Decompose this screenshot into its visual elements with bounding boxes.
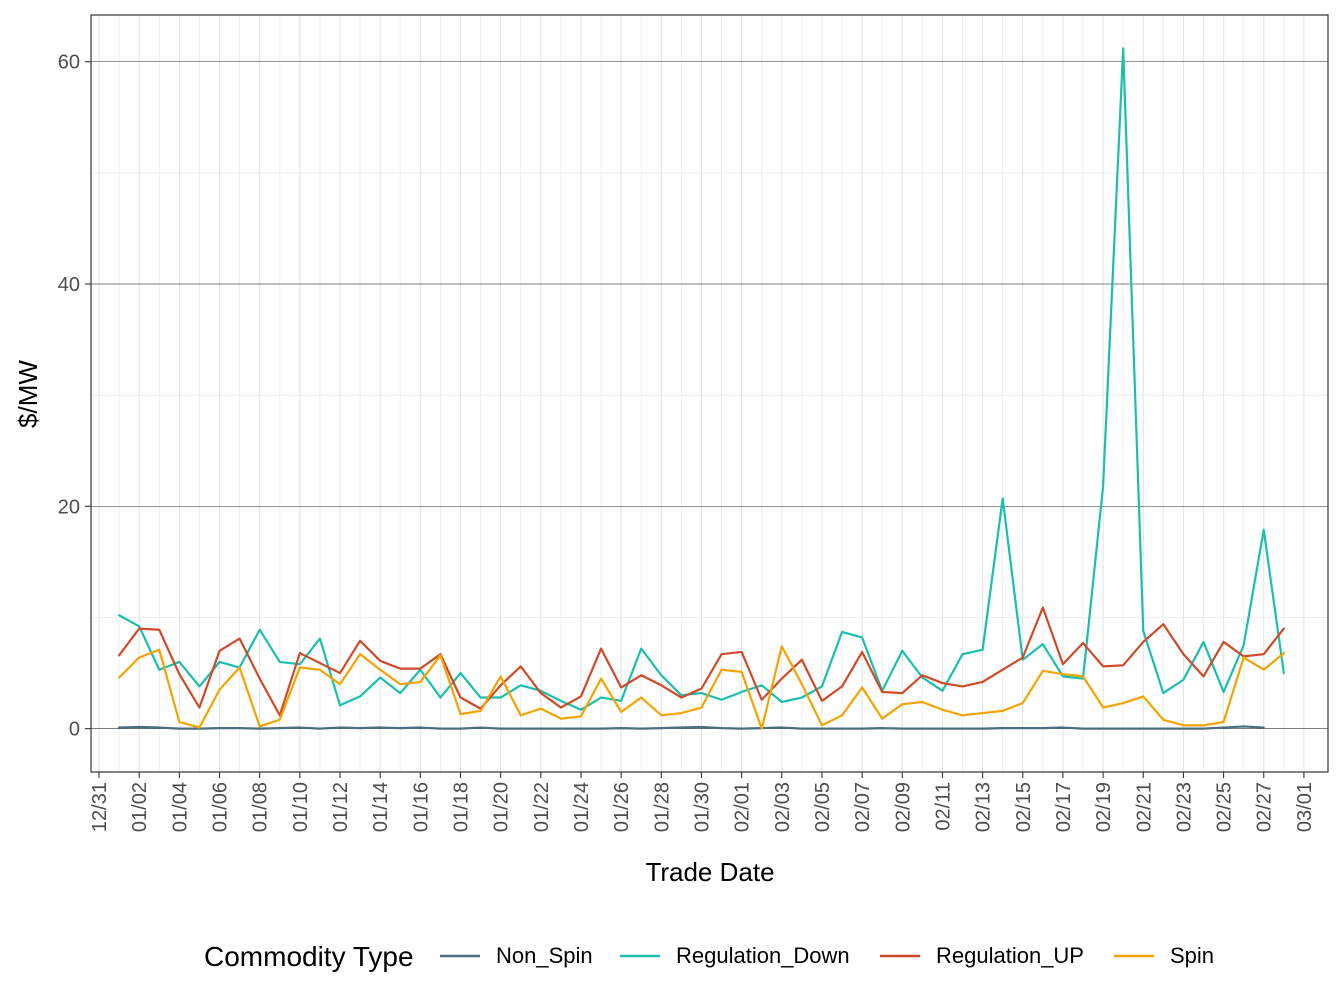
series-line-spin — [118, 645, 1285, 730]
x-tick-label: 02/03 — [772, 782, 794, 832]
x-tick-label: 01/18 — [450, 782, 472, 832]
series-layer — [118, 47, 1285, 730]
x-tick-label: 02/23 — [1173, 782, 1195, 832]
minor-gridlines-x — [118, 15, 1285, 772]
x-tick-label: 01/28 — [651, 782, 673, 832]
y-axis-title: $/MW — [13, 360, 43, 428]
x-tick-label: 01/02 — [129, 782, 151, 832]
x-tick-label: 02/05 — [812, 782, 834, 832]
x-tick-label: 01/06 — [210, 782, 232, 832]
x-tick-label: 02/09 — [892, 782, 914, 832]
x-tick-label: 12/31 — [89, 782, 111, 832]
legend: Commodity Type Non_Spin Regulation_Down Re… — [204, 941, 1214, 972]
legend-label: Regulation_Down — [676, 943, 850, 968]
x-tick-label: 02/07 — [852, 782, 874, 832]
x-tick-label: 02/17 — [1053, 782, 1075, 832]
x-tick-label: 02/01 — [732, 782, 754, 832]
x-tick-label: 01/10 — [290, 782, 312, 832]
y-tick-label: 40 — [58, 274, 80, 296]
x-axis: 12/31 01/02 01/04 01/06 01/08 01/10 01/12 01/14… — [89, 772, 1316, 832]
x-tick-label: 02/13 — [973, 782, 995, 832]
legend-label: Regulation_UP — [936, 943, 1084, 968]
x-tick-label: 02/19 — [1093, 782, 1115, 832]
x-tick-label: 01/14 — [370, 782, 392, 832]
x-tick-label: 01/04 — [169, 782, 191, 832]
x-tick-label: 03/01 — [1294, 782, 1316, 832]
x-tick-label: 01/16 — [410, 782, 432, 832]
x-tick-label: 02/11 — [932, 782, 954, 831]
x-tick-label: 01/26 — [611, 782, 633, 832]
legend-title: Commodity Type — [204, 941, 414, 972]
legend-label: Spin — [1170, 943, 1214, 968]
plot-border — [90, 14, 1329, 773]
x-tick-label: 01/30 — [691, 782, 713, 832]
y-tick-label: 60 — [58, 52, 80, 74]
legend-label: Non_Spin — [496, 943, 593, 968]
y-tick-label: 20 — [58, 496, 80, 518]
x-tick-label: 01/12 — [330, 782, 352, 832]
y-tick-label: 0 — [69, 719, 80, 741]
x-tick-label: 01/08 — [250, 782, 272, 832]
major-gridlines-x — [98, 15, 1305, 772]
x-tick-label: 02/27 — [1254, 782, 1276, 832]
x-tick-label: 01/24 — [571, 782, 593, 832]
x-axis-title: Trade Date — [645, 857, 774, 887]
minor-gridlines-y — [91, 172, 1328, 618]
x-tick-label: 02/15 — [1013, 782, 1035, 832]
x-tick-label: 01/22 — [531, 782, 553, 832]
series-line-regulation-down — [118, 47, 1285, 711]
series-line-non-spin — [118, 725, 1265, 730]
x-tick-label: 02/21 — [1133, 782, 1155, 832]
x-tick-label: 01/20 — [491, 782, 513, 832]
series-line-regulation-up — [118, 606, 1285, 717]
plot-background — [91, 15, 1328, 772]
y-axis: 0 20 40 60 — [58, 52, 91, 741]
x-tick-label: 02/25 — [1214, 782, 1236, 832]
